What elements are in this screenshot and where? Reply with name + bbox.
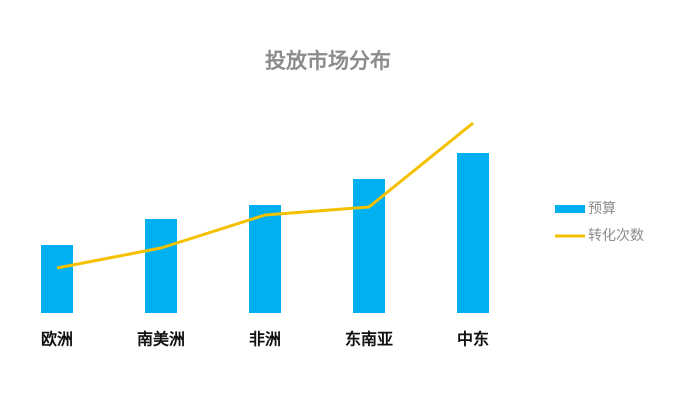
- legend-label: 转化次数: [588, 228, 644, 244]
- x-tick-label: 东南亚: [345, 330, 393, 349]
- x-tick-label: 南美洲: [137, 330, 185, 349]
- x-tick-label: 中东: [457, 330, 489, 349]
- x-tick-label: 非洲: [249, 330, 281, 349]
- legend-label: 预算: [588, 201, 616, 217]
- line: [56, 121, 474, 270]
- bar: [41, 245, 73, 313]
- bar: [249, 205, 281, 313]
- bar: [145, 219, 177, 313]
- legend-swatch: [555, 205, 585, 213]
- bar: [457, 153, 489, 313]
- x-tick-label: 欧洲: [41, 330, 73, 349]
- chart-title: 投放市场分布: [265, 49, 391, 73]
- bar: [353, 179, 385, 313]
